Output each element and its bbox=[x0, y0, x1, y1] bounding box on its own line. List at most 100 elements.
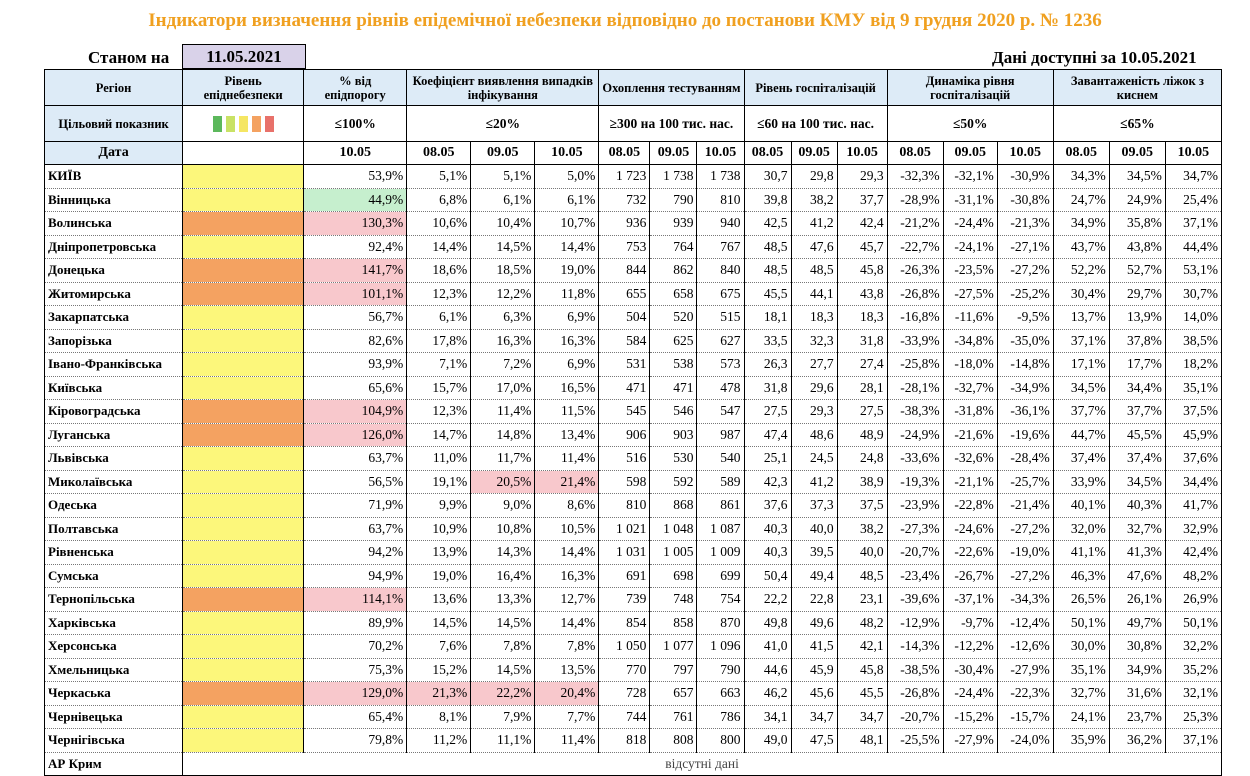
testing-value: 1 050 bbox=[598, 634, 651, 659]
detection-value: 18,5% bbox=[470, 258, 536, 283]
testing-value: 906 bbox=[598, 423, 651, 447]
level-indicator bbox=[182, 282, 305, 306]
hospitalization-dynamics-value: -38,5% bbox=[886, 658, 944, 682]
oxygen-beds-value: 24,7% bbox=[1052, 188, 1110, 212]
oxygen-beds-value: 37,4% bbox=[1052, 446, 1110, 471]
oxygen-beds-value: 40,3% bbox=[1109, 493, 1166, 518]
testing-value: 744 bbox=[598, 705, 651, 729]
oxygen-beds-value: 34,5% bbox=[1109, 164, 1166, 189]
hospitalization-value: 29,8 bbox=[791, 164, 838, 189]
region-name: Кіровоградська bbox=[44, 399, 184, 424]
data-available-date: 10.05.2021 bbox=[1120, 48, 1197, 67]
date-cell: 10.05 bbox=[1165, 141, 1223, 165]
region-name: Чернівецька bbox=[44, 705, 184, 729]
testing-value: 732 bbox=[598, 188, 651, 212]
hospitalization-dynamics-value: -21,6% bbox=[943, 423, 998, 447]
oxygen-beds-value: 52,7% bbox=[1109, 258, 1166, 283]
testing-value: 858 bbox=[649, 611, 698, 635]
level-indicator bbox=[182, 305, 305, 330]
oxygen-beds-value: 23,7% bbox=[1109, 705, 1166, 729]
detection-value: 7,2% bbox=[470, 352, 536, 377]
table-row: Житомирська 101,1% 12,3% 12,2% 11,8% 655 658 67… bbox=[44, 282, 1223, 306]
hospitalization-dynamics-value: -9,5% bbox=[997, 305, 1054, 330]
as-of-date: 11.05.2021 bbox=[182, 44, 306, 69]
testing-value: 987 bbox=[696, 423, 745, 447]
detection-value: 6,9% bbox=[534, 305, 600, 330]
hospitalization-value: 31,8 bbox=[837, 329, 888, 353]
table-row: Київська 65,6% 15,7% 17,0% 16,5% 471 471 478 31,… bbox=[44, 376, 1223, 400]
testing-value: 868 bbox=[649, 493, 698, 518]
hospitalization-dynamics-value: -27,1% bbox=[997, 235, 1054, 259]
testing-value: 675 bbox=[696, 282, 745, 306]
hospitalization-value: 26,3 bbox=[743, 352, 792, 377]
testing-value: 870 bbox=[696, 611, 745, 635]
detection-value: 11,4% bbox=[470, 399, 536, 424]
table-row: Кіровоградська 104,9% 12,3% 11,4% 11,5% 545 54… bbox=[44, 399, 1223, 424]
table-row: Волинська 130,3% 10,6% 10,4% 10,7% 936 939 940 4… bbox=[44, 211, 1223, 236]
hospitalization-dynamics-value: -21,3% bbox=[997, 211, 1054, 236]
hospitalization-dynamics-value: -19,3% bbox=[886, 470, 944, 494]
threshold-value: 63,7% bbox=[303, 446, 408, 471]
detection-value: 7,6% bbox=[406, 634, 472, 659]
target-hospitalization-dynamics: ≤50% bbox=[887, 105, 1054, 142]
testing-value: 1 738 bbox=[696, 164, 745, 189]
level-indicator bbox=[182, 611, 305, 635]
hospitalization-dynamics-value: -36,1% bbox=[997, 399, 1054, 424]
hospitalization-value: 45,8 bbox=[837, 658, 888, 682]
hospitalization-dynamics-value: -34,8% bbox=[943, 329, 998, 353]
hospitalization-dynamics-value: -38,3% bbox=[886, 399, 944, 424]
level-swatch bbox=[264, 115, 274, 132]
oxygen-beds-value: 37,6% bbox=[1165, 446, 1223, 471]
testing-value: 728 bbox=[598, 681, 651, 706]
hospitalization-value: 45,9 bbox=[791, 658, 838, 682]
hospitalization-value: 49,0 bbox=[743, 728, 792, 753]
oxygen-beds-value: 34,9% bbox=[1052, 211, 1110, 236]
hospitalization-dynamics-value: -27,3% bbox=[886, 517, 944, 541]
hospitalization-value: 18,1 bbox=[743, 305, 792, 330]
hospitalization-value: 29,3 bbox=[837, 164, 888, 189]
table-row: Харківська 89,9% 14,5% 14,5% 14,4% 854 858 870 4… bbox=[44, 611, 1223, 635]
oxygen-beds-value: 45,5% bbox=[1109, 423, 1166, 447]
testing-value: 764 bbox=[649, 235, 698, 259]
hospitalization-dynamics-value: -33,6% bbox=[886, 446, 944, 471]
oxygen-beds-value: 35,2% bbox=[1165, 658, 1223, 682]
detection-value: 14,4% bbox=[534, 540, 600, 565]
detection-value: 7,7% bbox=[534, 705, 600, 729]
hospitalization-dynamics-value: -12,2% bbox=[943, 634, 998, 659]
detection-value: 18,6% bbox=[406, 258, 472, 283]
detection-value: 14,4% bbox=[534, 611, 600, 635]
oxygen-beds-value: 30,0% bbox=[1052, 634, 1110, 659]
testing-value: 547 bbox=[696, 399, 745, 424]
threshold-value: 65,4% bbox=[303, 705, 408, 729]
testing-value: 504 bbox=[598, 305, 651, 330]
detection-value: 17,0% bbox=[470, 376, 536, 400]
hospitalization-value: 46,2 bbox=[743, 681, 792, 706]
level-indicator bbox=[182, 399, 305, 424]
hospitalization-dynamics-value: -22,7% bbox=[886, 235, 944, 259]
hospitalization-dynamics-value: -26,3% bbox=[886, 258, 944, 283]
threshold-value: 82,6% bbox=[303, 329, 408, 353]
oxygen-beds-value: 47,6% bbox=[1109, 564, 1166, 588]
region-name: Хмельницька bbox=[44, 658, 184, 682]
table-row: Луганська 126,0% 14,7% 14,8% 13,4% 906 903 987 4… bbox=[44, 423, 1223, 447]
detection-value: 21,4% bbox=[534, 470, 600, 494]
detection-value: 11,5% bbox=[534, 399, 600, 424]
testing-value: 691 bbox=[598, 564, 651, 588]
oxygen-beds-value: 37,7% bbox=[1109, 399, 1166, 424]
region-name: Дніпропетровська bbox=[44, 235, 184, 259]
testing-value: 1 009 bbox=[696, 540, 745, 565]
oxygen-beds-value: 33,9% bbox=[1052, 470, 1110, 494]
testing-value: 573 bbox=[696, 352, 745, 377]
threshold-value: 53,9% bbox=[303, 164, 408, 189]
testing-value: 1 048 bbox=[649, 517, 698, 541]
hospitalization-dynamics-value: -30,9% bbox=[997, 164, 1054, 189]
oxygen-beds-value: 43,8% bbox=[1109, 235, 1166, 259]
level-swatch bbox=[238, 115, 248, 132]
level-indicator bbox=[182, 329, 305, 353]
detection-value: 13,5% bbox=[534, 658, 600, 682]
testing-value: 939 bbox=[649, 211, 698, 236]
hospitalization-value: 38,9 bbox=[837, 470, 888, 494]
oxygen-beds-value: 37,1% bbox=[1052, 329, 1110, 353]
detection-value: 14,7% bbox=[406, 423, 472, 447]
hospitalization-dynamics-value: -15,2% bbox=[943, 705, 998, 729]
